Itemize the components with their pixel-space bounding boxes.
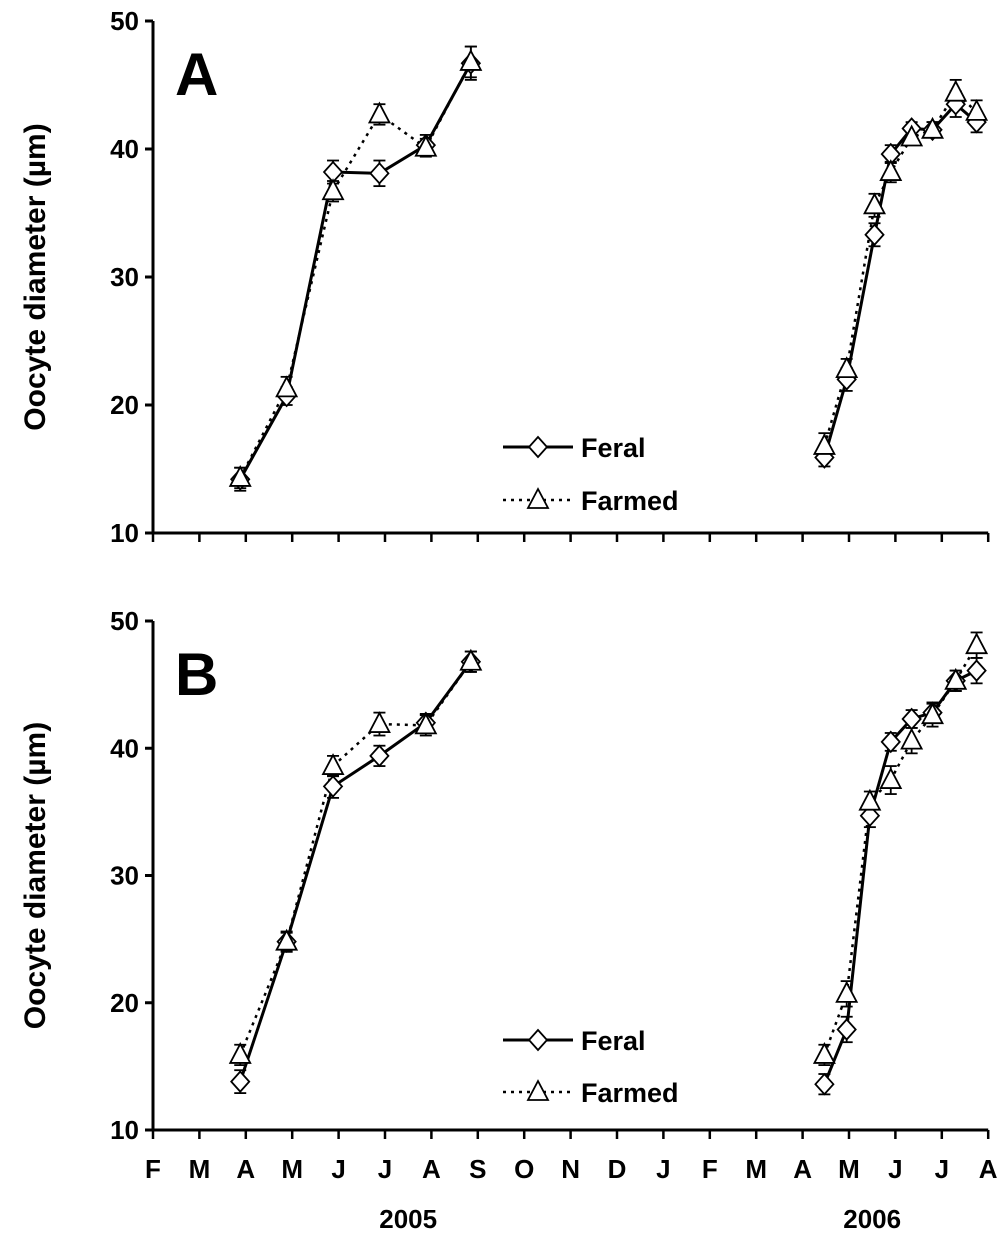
y-tick-label: 50 <box>110 606 139 636</box>
chart-panel-a: 10 20 30 40 50 Oocyte diameter (µm) A Feral Farm… <box>19 6 990 548</box>
x-tick-label: A <box>979 1154 998 1184</box>
data-point-feral <box>369 161 390 185</box>
panel-letter: A <box>175 41 218 108</box>
data-point-farmed <box>228 465 252 487</box>
y-axis-title: Oocyte diameter (µm) <box>19 123 52 430</box>
x-tick-label: M <box>189 1154 211 1184</box>
x-tick-label: M <box>838 1154 860 1184</box>
data-point-farmed <box>812 1041 836 1064</box>
x-tick-label: M <box>745 1154 767 1184</box>
data-point-farmed <box>367 101 391 124</box>
y-axis-title: Oocyte diameter (µm) <box>19 722 52 1029</box>
data-point-feral <box>859 804 881 828</box>
y-tick-label: 10 <box>110 518 139 548</box>
data-point-farmed <box>965 98 989 121</box>
data-point-feral <box>880 730 901 754</box>
legend-label-farmed: Farmed <box>581 486 679 516</box>
legend-marker-feral <box>527 1028 549 1052</box>
data-point-farmed <box>835 980 859 1003</box>
x-tick-label: S <box>469 1154 486 1184</box>
data-point-farmed <box>879 767 903 789</box>
data-point-farmed <box>414 712 438 735</box>
data-point-farmed <box>367 711 391 733</box>
series-line-feral <box>822 102 978 458</box>
x-tick-label: A <box>422 1154 441 1184</box>
data-point-farmed <box>879 159 903 181</box>
data-point-feral <box>814 1072 835 1096</box>
data-point-farmed <box>863 192 887 215</box>
data-point-farmed <box>921 116 945 139</box>
series-line-feral <box>238 660 473 1083</box>
legend-label-feral: Feral <box>581 433 646 463</box>
data-point-farmed <box>459 648 483 671</box>
series-line-feral <box>238 62 473 480</box>
legend-marker-farmed <box>526 1079 550 1101</box>
data-point-feral <box>836 1018 857 1041</box>
y-tick-label: 20 <box>110 390 139 420</box>
legend-marker-feral <box>527 435 549 459</box>
data-point-farmed <box>900 727 924 750</box>
data-point-farmed <box>812 433 836 455</box>
data-point-farmed <box>321 178 345 201</box>
data-point-farmed <box>858 788 882 811</box>
data-point-farmed <box>275 928 299 951</box>
x-tick-label: F <box>702 1154 718 1184</box>
series-line-farmed <box>239 61 472 479</box>
chart-panel-b: 10 20 30 40 50 Oocyte diameter (µm) B Feral Farm… <box>19 606 998 1234</box>
x-tick-label: O <box>514 1154 534 1184</box>
x-tick-label: J <box>331 1154 345 1184</box>
data-point-farmed <box>228 1041 252 1064</box>
data-point-farmed <box>835 356 859 379</box>
series-line-farmed <box>823 90 978 447</box>
x-tick-label: J <box>888 1154 902 1184</box>
x-tick-label: A <box>793 1154 812 1184</box>
data-point-farmed <box>414 134 438 157</box>
data-point-farmed <box>275 375 299 398</box>
data-point-farmed <box>921 702 945 725</box>
x-tick-label: J <box>935 1154 949 1184</box>
x-tick-label: J <box>656 1154 670 1184</box>
year-label: 2005 <box>379 1204 437 1234</box>
data-point-farmed <box>965 632 989 655</box>
x-tick-label: N <box>561 1154 580 1184</box>
y-tick-label: 20 <box>110 988 139 1018</box>
legend-label-feral: Feral <box>581 1026 646 1056</box>
data-point-farmed <box>321 753 345 775</box>
data-point-farmed <box>459 49 483 71</box>
x-tick-label: A <box>236 1154 255 1184</box>
data-point-farmed <box>944 79 968 102</box>
x-tick-label: D <box>608 1154 627 1184</box>
x-tick-label: F <box>145 1154 161 1184</box>
y-tick-label: 30 <box>110 861 139 891</box>
series-line-farmed <box>239 660 472 1056</box>
y-tick-label: 40 <box>110 134 139 164</box>
data-point-farmed <box>900 124 924 147</box>
data-point-feral <box>966 659 987 682</box>
y-tick-label: 10 <box>110 1115 139 1145</box>
data-point-farmed <box>944 667 968 690</box>
year-label: 2006 <box>843 1204 901 1234</box>
x-tick-label: J <box>378 1154 392 1184</box>
legend-label-farmed: Farmed <box>581 1078 679 1108</box>
data-point-feral <box>230 1070 251 1093</box>
x-tick-label: M <box>281 1154 303 1184</box>
data-point-feral <box>864 223 885 247</box>
data-point-feral <box>322 775 344 798</box>
y-tick-label: 40 <box>110 733 139 763</box>
y-tick-label: 30 <box>110 262 139 292</box>
y-tick-label: 50 <box>110 6 139 36</box>
panel-letter: B <box>175 641 218 708</box>
legend-marker-farmed <box>526 487 550 509</box>
data-point-feral <box>369 744 390 768</box>
